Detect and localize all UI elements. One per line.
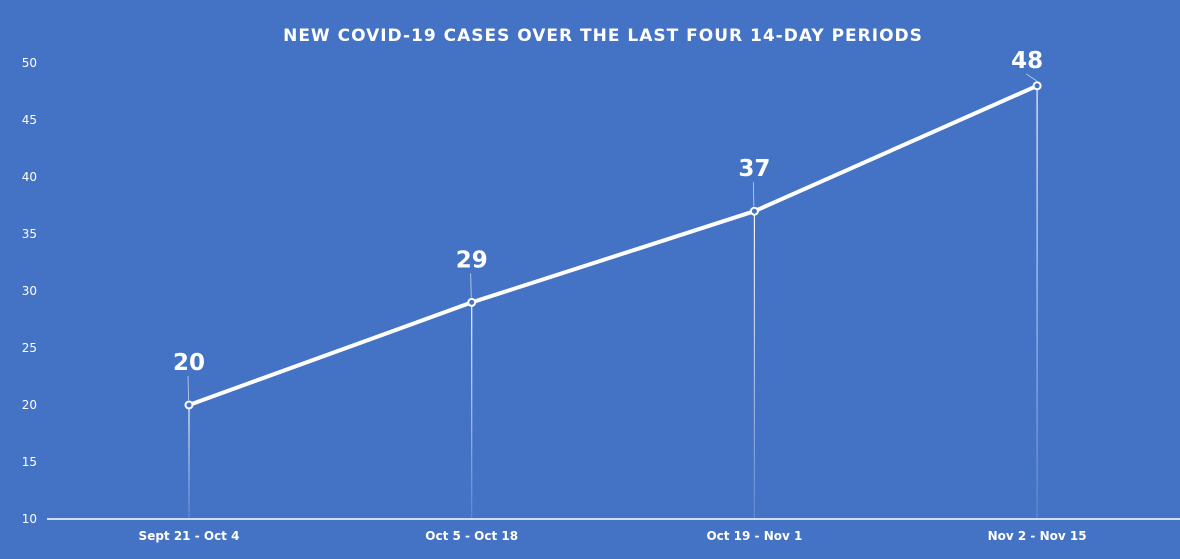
y-tick-label: 10 bbox=[22, 512, 37, 526]
data-label: 20 bbox=[173, 350, 205, 376]
data-point bbox=[749, 206, 759, 216]
x-axis-ticks: Sept 21 - Oct 4 Oct 5 - Oct 18 Oct 19 - No… bbox=[139, 529, 1087, 543]
data-label: 29 bbox=[456, 247, 488, 273]
data-label-leader bbox=[753, 182, 755, 207]
y-tick-label: 50 bbox=[22, 56, 37, 70]
chart-title: NEW COVID-19 CASES OVER THE LAST FOUR 14… bbox=[283, 26, 923, 46]
series-group bbox=[184, 81, 1042, 410]
y-tick-label: 30 bbox=[22, 284, 37, 298]
data-label-leader bbox=[187, 375, 189, 401]
data-label: 37 bbox=[738, 156, 770, 182]
y-tick-label: 35 bbox=[22, 227, 37, 241]
y-tick-label: 45 bbox=[22, 113, 37, 127]
data-label: 48 bbox=[1011, 48, 1043, 74]
data-label-leader bbox=[1025, 73, 1037, 82]
x-tick-label: Oct 5 - Oct 18 bbox=[425, 529, 518, 543]
series-line bbox=[187, 83, 1040, 407]
drop-line bbox=[753, 211, 755, 519]
x-tick-label: Oct 19 - Nov 1 bbox=[706, 529, 802, 543]
data-point bbox=[1032, 81, 1042, 91]
y-axis-ticks: 10 15 20 25 30 35 40 45 50 bbox=[22, 56, 37, 526]
drop-lines bbox=[188, 85, 1038, 520]
data-label-leaders bbox=[187, 73, 1037, 401]
drop-line bbox=[1036, 85, 1038, 520]
y-tick-label: 15 bbox=[22, 455, 37, 469]
data-labels: 20 29 37 48 bbox=[173, 48, 1043, 376]
drop-line bbox=[471, 302, 473, 519]
y-tick-label: 40 bbox=[22, 170, 37, 184]
drop-line bbox=[188, 405, 190, 519]
data-point bbox=[467, 297, 477, 307]
x-tick-label: Sept 21 - Oct 4 bbox=[139, 529, 240, 543]
data-point bbox=[184, 400, 194, 410]
y-tick-label: 25 bbox=[22, 341, 37, 355]
data-label-leader bbox=[470, 273, 472, 298]
y-tick-label: 20 bbox=[22, 398, 37, 412]
x-tick-label: Nov 2 - Nov 15 bbox=[988, 529, 1087, 543]
